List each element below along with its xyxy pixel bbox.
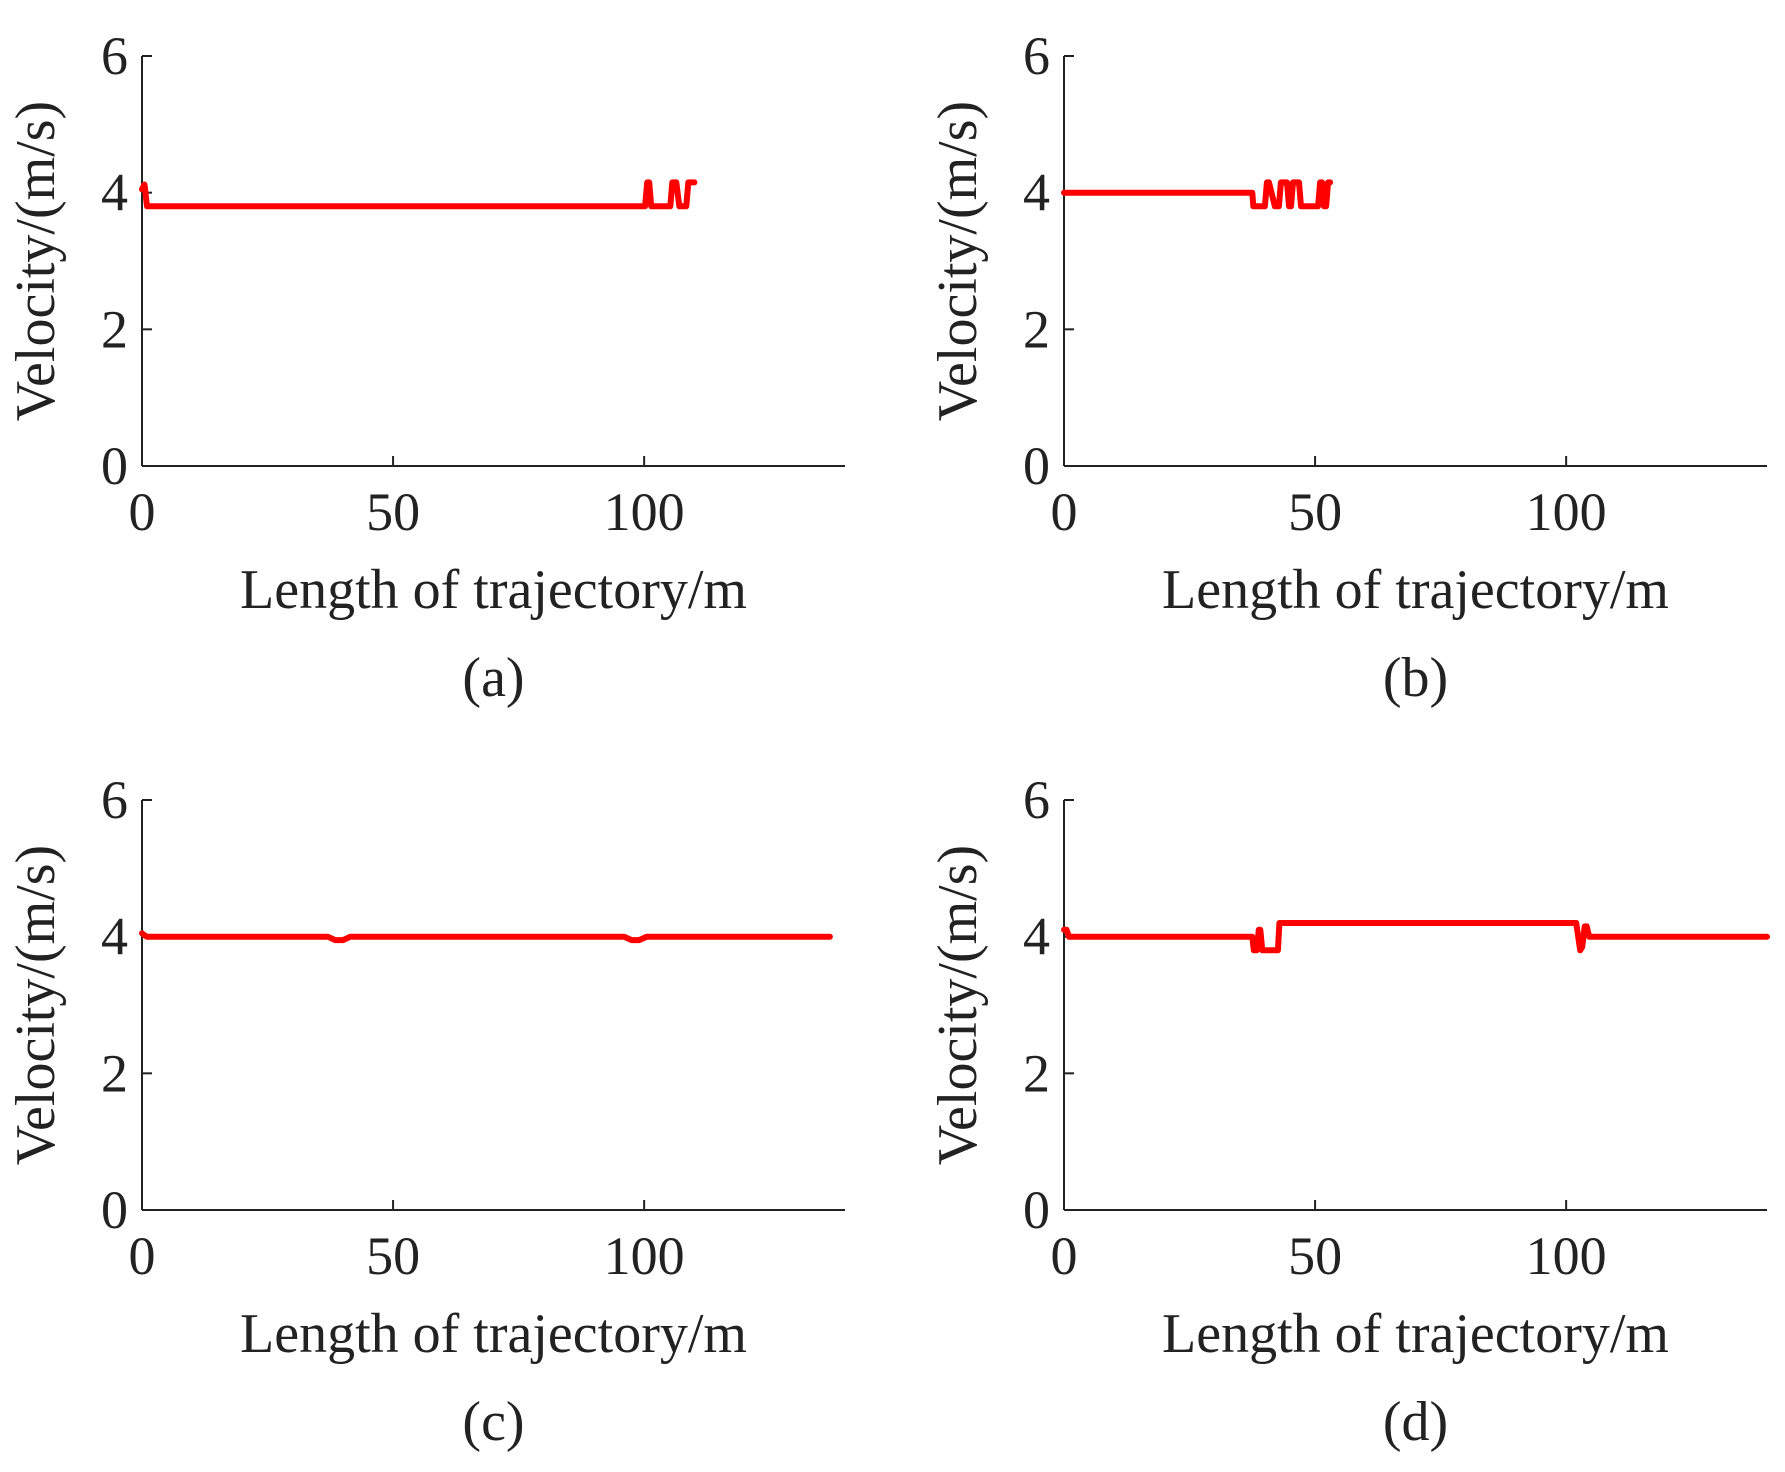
y-tick-label: 4 bbox=[1023, 907, 1050, 967]
x-tick-label: 50 bbox=[1288, 1226, 1342, 1286]
velocity-series-line bbox=[139, 179, 698, 210]
panel-caption: (d) bbox=[1383, 1391, 1448, 1453]
y-tick-label: 0 bbox=[1023, 1180, 1050, 1240]
velocity-series-line bbox=[1061, 179, 1334, 210]
x-tick-label: 0 bbox=[1051, 482, 1078, 542]
panel-d: 0 50 100 0 2 4 6 Length of trajectory/m Velocity… bbox=[927, 770, 1770, 1453]
x-tick-label: 50 bbox=[366, 482, 420, 542]
x-tick-label: 50 bbox=[1288, 482, 1342, 542]
y-axis-label: Velocity/(m/s) bbox=[927, 845, 989, 1165]
y-tick-label: 4 bbox=[101, 163, 128, 223]
y-axis-label: Velocity/(m/s) bbox=[927, 101, 989, 421]
panel-caption: (b) bbox=[1383, 647, 1448, 709]
y-axis-label: Velocity/(m/s) bbox=[5, 101, 67, 421]
x-tick-label: 0 bbox=[129, 482, 156, 542]
y-tick-label: 2 bbox=[101, 299, 128, 359]
x-axis-label: Length of trajectory/m bbox=[1162, 559, 1669, 621]
x-tick-label: 50 bbox=[366, 1226, 420, 1286]
x-tick-label: 0 bbox=[129, 1226, 156, 1286]
x-tick-label: 100 bbox=[1526, 482, 1607, 542]
panel-caption: (a) bbox=[462, 647, 524, 709]
panel-b: 0 50 100 0 2 4 6 Length of trajectory/m Velocity… bbox=[927, 26, 1767, 709]
panel-caption: (c) bbox=[462, 1391, 524, 1453]
velocity-series-line bbox=[139, 930, 833, 944]
y-tick-label: 2 bbox=[101, 1043, 128, 1103]
y-tick-label: 2 bbox=[1023, 1043, 1050, 1103]
y-tick-label: 4 bbox=[1023, 163, 1050, 223]
x-tick-label: 0 bbox=[1051, 1226, 1078, 1286]
y-tick-label: 0 bbox=[101, 436, 128, 496]
y-tick-label: 6 bbox=[1023, 26, 1050, 86]
y-tick-label: 4 bbox=[101, 907, 128, 967]
y-tick-label: 6 bbox=[101, 770, 128, 830]
x-tick-label: 100 bbox=[604, 482, 685, 542]
x-axis-label: Length of trajectory/m bbox=[240, 559, 747, 621]
y-tick-label: 0 bbox=[1023, 436, 1050, 496]
x-tick-label: 100 bbox=[1526, 1226, 1607, 1286]
y-axis-label: Velocity/(m/s) bbox=[5, 845, 67, 1165]
y-tick-label: 6 bbox=[101, 26, 128, 86]
x-axis-label: Length of trajectory/m bbox=[1162, 1303, 1669, 1365]
y-tick-label: 0 bbox=[101, 1180, 128, 1240]
velocity-series-line bbox=[1061, 920, 1770, 954]
panel-c: 0 50 100 0 2 4 6 Length of trajectory/m Velocity… bbox=[5, 770, 845, 1453]
x-tick-label: 100 bbox=[604, 1226, 685, 1286]
x-axis-label: Length of trajectory/m bbox=[240, 1303, 747, 1365]
y-tick-label: 6 bbox=[1023, 770, 1050, 830]
panel-a: 0 50 100 0 2 4 6 Length of trajectory/m Velocity… bbox=[5, 26, 845, 709]
y-tick-label: 2 bbox=[1023, 299, 1050, 359]
